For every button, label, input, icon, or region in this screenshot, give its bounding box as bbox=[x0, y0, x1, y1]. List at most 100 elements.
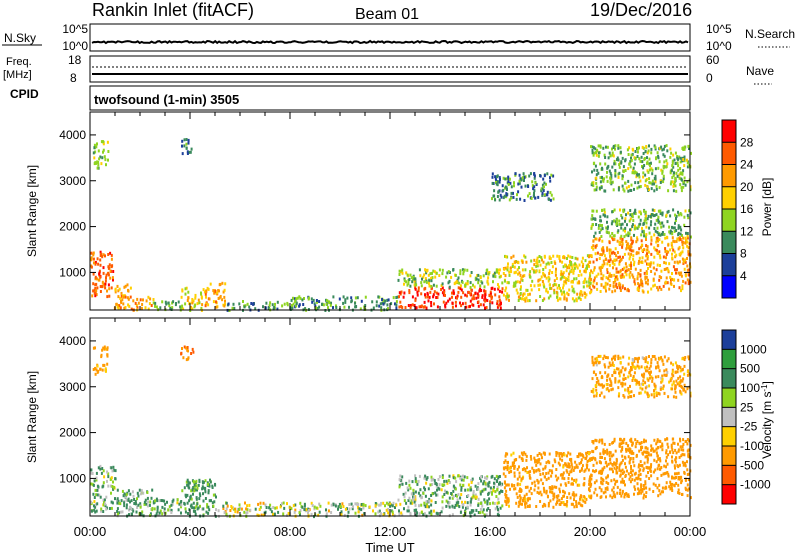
heatmap-cell bbox=[653, 382, 656, 386]
heatmap-cell bbox=[411, 295, 414, 299]
heatmap-cell bbox=[556, 254, 559, 258]
heatmap-cell bbox=[594, 458, 597, 462]
heatmap-cell bbox=[94, 161, 97, 165]
heatmap-cell bbox=[428, 499, 431, 503]
nave-label: Nave bbox=[746, 64, 774, 78]
heatmap-cell bbox=[665, 449, 668, 453]
heatmap-cell bbox=[312, 298, 315, 302]
heatmap-cell bbox=[414, 498, 417, 502]
heatmap-cell bbox=[575, 493, 578, 497]
heatmap-cell bbox=[227, 302, 230, 306]
heatmap-cell bbox=[612, 356, 615, 360]
heatmap-cell bbox=[686, 213, 689, 217]
heatmap-cell bbox=[586, 266, 588, 270]
heatmap-cell bbox=[452, 474, 455, 478]
heatmap-cell bbox=[689, 496, 692, 500]
heatmap-cell bbox=[683, 383, 686, 387]
heatmap-cell bbox=[630, 252, 633, 256]
heatmap-cell bbox=[638, 284, 641, 288]
heatmap-cell bbox=[104, 282, 107, 286]
heatmap-cell bbox=[683, 223, 686, 227]
heatmap-cell bbox=[660, 473, 663, 477]
heatmap-cell bbox=[496, 195, 499, 198]
heatmap-cell bbox=[572, 468, 575, 472]
heatmap-cell bbox=[615, 222, 618, 226]
heatmap-cell bbox=[139, 492, 142, 496]
heatmap-cell bbox=[123, 306, 126, 310]
heatmap-cell bbox=[190, 307, 193, 311]
heatmap-cell bbox=[606, 246, 609, 250]
heatmap-cell bbox=[619, 437, 621, 441]
heatmap-cell bbox=[609, 248, 612, 252]
heatmap-cell bbox=[479, 276, 482, 280]
heatmap-cell bbox=[100, 471, 103, 475]
heatmap-cell bbox=[127, 498, 130, 502]
heatmap-cell bbox=[602, 179, 605, 183]
heatmap-cell bbox=[641, 282, 644, 286]
heatmap-cell bbox=[559, 457, 562, 461]
heatmap-cell bbox=[575, 500, 578, 504]
heatmap-cell bbox=[583, 292, 586, 295]
heatmap-cell bbox=[647, 378, 650, 382]
power-heatmap bbox=[90, 138, 692, 312]
heatmap-cell bbox=[618, 392, 621, 396]
heatmap-cell bbox=[659, 209, 662, 213]
heatmap-cell bbox=[451, 291, 453, 295]
heatmap-cell bbox=[614, 279, 617, 283]
heatmap-cell bbox=[614, 495, 617, 499]
heatmap-cell bbox=[555, 453, 558, 457]
heatmap-cell bbox=[573, 466, 576, 470]
heatmap-cell bbox=[549, 257, 552, 261]
heatmap-cell bbox=[619, 269, 622, 273]
heatmap-cell bbox=[475, 508, 478, 512]
heatmap-cell bbox=[560, 452, 563, 456]
heatmap-cell bbox=[687, 252, 690, 256]
heatmap-cell bbox=[545, 287, 548, 291]
heatmap-cell bbox=[426, 476, 429, 480]
heatmap-cell bbox=[621, 454, 624, 458]
heatmap-cell bbox=[352, 505, 354, 509]
heatmap-cell bbox=[553, 291, 556, 295]
heatmap-cell bbox=[611, 180, 614, 184]
heatmap-cell bbox=[679, 156, 682, 160]
heatmap-cell bbox=[661, 377, 664, 381]
heatmap-cell bbox=[493, 271, 496, 275]
heatmap-cell bbox=[204, 497, 207, 500]
heatmap-cell bbox=[653, 438, 656, 442]
heatmap-cell bbox=[669, 229, 672, 233]
heatmap-cell bbox=[102, 150, 104, 154]
heatmap-cell bbox=[464, 284, 467, 288]
heatmap-cell bbox=[613, 252, 616, 255]
freq-tick-bottom: 8 bbox=[70, 71, 77, 85]
heatmap-cell bbox=[448, 496, 451, 500]
heatmap-cell bbox=[658, 489, 661, 493]
heatmap-cell bbox=[510, 191, 513, 195]
heatmap-cell bbox=[503, 486, 506, 490]
heatmap-cell bbox=[414, 287, 417, 291]
heatmap-cell bbox=[674, 384, 677, 388]
heatmap-cell bbox=[106, 362, 109, 366]
heatmap-cell bbox=[650, 238, 653, 242]
heatmap-cell bbox=[486, 299, 489, 302]
heatmap-cell bbox=[414, 474, 417, 478]
heatmap-cell bbox=[117, 295, 120, 299]
heatmap-cell bbox=[512, 195, 515, 199]
heatmap-cell bbox=[208, 499, 211, 503]
heatmap-cell bbox=[579, 293, 581, 297]
heatmap-cell bbox=[401, 475, 404, 479]
heatmap-cell bbox=[403, 277, 406, 281]
heatmap-cell bbox=[636, 477, 639, 481]
heatmap-cell bbox=[96, 488, 99, 492]
heatmap-cell bbox=[483, 480, 486, 484]
heatmap-cell bbox=[514, 270, 517, 274]
heatmap-cell bbox=[456, 296, 458, 300]
heatmap-cell bbox=[558, 498, 561, 502]
x-tick-label: 16:00 bbox=[474, 524, 507, 539]
heatmap-cell bbox=[512, 451, 515, 455]
heatmap-cell bbox=[90, 509, 93, 513]
heatmap-cell bbox=[674, 458, 677, 462]
heatmap-cell bbox=[374, 512, 377, 516]
heatmap-cell bbox=[602, 146, 605, 150]
heatmap-cell bbox=[524, 499, 527, 503]
heatmap-cell bbox=[613, 437, 616, 441]
